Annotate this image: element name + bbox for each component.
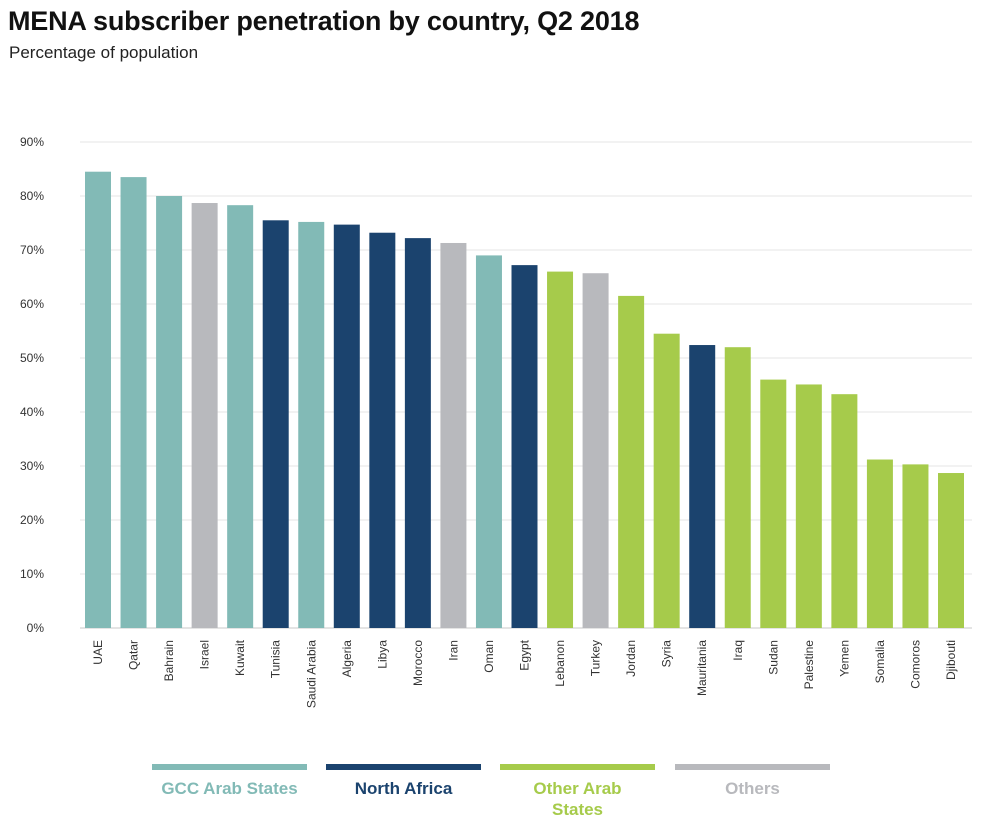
x-tick-label: UAE <box>91 640 105 665</box>
bar: Algeria: 74.7% <box>333 224 360 628</box>
x-tick-label: Yemen <box>837 640 851 677</box>
bar: Iran: 71.3% <box>440 242 467 629</box>
legend-swatch-others <box>675 764 830 770</box>
x-tick-label: Egypt <box>518 639 532 670</box>
x-tick-label: Comoros <box>908 640 922 689</box>
legend-item-other-arab: Other Arab States <box>500 764 655 820</box>
bar: Djibouti: 28.7% <box>938 473 964 628</box>
x-tick-label: Oman <box>482 640 496 673</box>
x-tick-label: Syria <box>660 640 674 668</box>
bar: Israel: 78.7% <box>191 203 218 628</box>
legend-swatch-north-africa <box>326 764 481 770</box>
y-tick-label: 50% <box>20 351 44 365</box>
y-tick-label: 90% <box>20 135 44 149</box>
bar: Comoros: 30.3% <box>902 464 929 628</box>
bar: Yemen: 43.3% <box>831 394 858 628</box>
bar: Libya: 73.2% <box>369 232 396 628</box>
x-tick-label: Morocco <box>411 640 425 686</box>
x-tick-label: Somalia <box>873 640 887 684</box>
bar: Bahrain: 80% <box>156 196 183 628</box>
x-tick-label: Qatar <box>127 640 141 670</box>
bar: Kuwait: 78.3% <box>227 205 254 628</box>
legend-item-others: Others <box>675 764 830 799</box>
bar: Qatar: 83.5% <box>120 177 147 628</box>
bar: Lebanon: 66% <box>547 271 574 628</box>
x-tick-label: Saudi Arabia <box>304 640 318 708</box>
x-tick-label: Sudan <box>766 640 780 675</box>
x-tick-label: Kuwait <box>233 639 247 676</box>
x-tick-label: Israel <box>198 640 212 669</box>
bar: Morocco: 72.2% <box>404 238 431 628</box>
chart-subtitle: Percentage of population <box>9 43 199 62</box>
chart-title: MENA subscriber penetration by country, … <box>8 6 640 36</box>
bar: Sudan: 46% <box>760 379 787 628</box>
bar: Turkey: 65.7% <box>582 273 609 628</box>
x-tick-label: Tunisia <box>269 640 283 679</box>
bar: UAE: 84.5% <box>85 171 111 628</box>
legend-label-other-arab: Other Arab States <box>533 779 622 819</box>
legend-swatch-gcc <box>152 764 307 770</box>
bar: Egypt: 67.2% <box>511 265 538 628</box>
bar: Oman: 69% <box>475 255 502 628</box>
x-tick-label: Djibouti <box>944 640 958 680</box>
x-tick-label: Iraq <box>731 640 745 661</box>
y-tick-label: 40% <box>20 405 44 419</box>
bar: Palestine: 45.1% <box>795 384 822 628</box>
bar: Somalia: 31.2% <box>866 459 893 628</box>
x-tick-label: Libya <box>375 640 389 669</box>
legend-label-others: Others <box>725 779 780 798</box>
bar: Syria: 54.5% <box>653 333 680 628</box>
x-tick-label: Bahrain <box>162 640 176 681</box>
legend-item-north-africa: North Africa <box>326 764 481 799</box>
legend-label-gcc: GCC Arab States <box>161 779 298 798</box>
x-tick-label: Lebanon <box>553 640 567 687</box>
x-tick-label: Turkey <box>589 640 603 676</box>
x-tick-label: Iran <box>446 640 460 661</box>
y-tick-label: 60% <box>20 297 44 311</box>
x-tick-label: Algeria <box>340 640 354 678</box>
legend-label-north-africa: North Africa <box>354 779 453 798</box>
bar: Tunisia: 75.5% <box>262 220 289 629</box>
bar: Saudi Arabia: 75.2% <box>298 221 325 629</box>
y-tick-label: 30% <box>20 459 44 473</box>
y-tick-label: 80% <box>20 189 44 203</box>
y-tick-label: 70% <box>20 243 44 257</box>
x-tick-label: Mauritania <box>695 640 709 696</box>
legend-item-gcc: GCC Arab States <box>152 764 307 799</box>
bar: Jordan: 61.5% <box>618 295 645 628</box>
legend-swatch-other-arab <box>500 764 655 770</box>
bar: Mauritania: 52.4% <box>689 345 716 628</box>
x-tick-label: Jordan <box>624 640 638 677</box>
bar: Iraq: 52% <box>724 347 751 628</box>
x-tick-label: Palestine <box>802 640 816 690</box>
y-tick-label: 10% <box>20 567 44 581</box>
y-tick-label: 0% <box>27 621 45 635</box>
y-tick-label: 20% <box>20 513 44 527</box>
